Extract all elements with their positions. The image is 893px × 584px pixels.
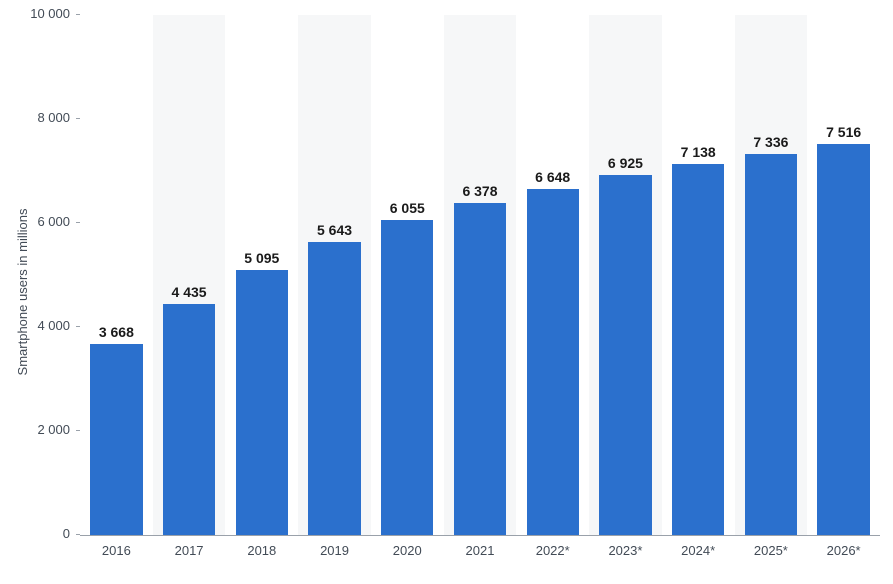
y-axis-title: Smartphone users in millions bbox=[15, 209, 30, 376]
y-tick: 6 000 bbox=[76, 222, 80, 223]
bar-value-label: 5 095 bbox=[244, 250, 279, 266]
y-tick-label: 10 000 bbox=[30, 6, 70, 21]
bar-value-label: 7 336 bbox=[753, 134, 788, 150]
bar-value-label: 6 055 bbox=[390, 200, 425, 216]
bar-value-label: 6 925 bbox=[608, 155, 643, 171]
y-tick-label: 4 000 bbox=[37, 318, 70, 333]
y-tick-label: 8 000 bbox=[37, 110, 70, 125]
x-tick-label: 2024* bbox=[662, 543, 735, 558]
x-tick-label: 2020 bbox=[371, 543, 444, 558]
bar: 7 516 bbox=[817, 144, 869, 535]
bar: 5 643 bbox=[308, 242, 360, 535]
bar: 3 668 bbox=[90, 344, 142, 535]
plot-area: 02 0004 0006 0008 00010 0003 66820164 43… bbox=[80, 15, 880, 536]
y-tick: 0 bbox=[76, 534, 80, 535]
chart-container: Smartphone users in millions 02 0004 000… bbox=[0, 0, 893, 584]
x-tick-label: 2021 bbox=[444, 543, 517, 558]
bar-value-label: 6 648 bbox=[535, 169, 570, 185]
y-tick-label: 2 000 bbox=[37, 422, 70, 437]
x-tick-label: 2019 bbox=[298, 543, 371, 558]
x-tick-label: 2025* bbox=[735, 543, 808, 558]
bar-value-label: 5 643 bbox=[317, 222, 352, 238]
bar-value-label: 4 435 bbox=[172, 284, 207, 300]
y-tick-label: 0 bbox=[63, 526, 70, 541]
y-tick: 10 000 bbox=[76, 14, 80, 15]
x-tick-label: 2016 bbox=[80, 543, 153, 558]
bar-value-label: 7 516 bbox=[826, 124, 861, 140]
bar: 7 138 bbox=[672, 164, 724, 535]
x-tick-label: 2023* bbox=[589, 543, 662, 558]
bar-value-label: 6 378 bbox=[462, 183, 497, 199]
bar: 6 378 bbox=[454, 203, 506, 535]
bar-value-label: 7 138 bbox=[681, 144, 716, 160]
bar: 6 055 bbox=[381, 220, 433, 535]
x-tick-label: 2026* bbox=[807, 543, 880, 558]
y-tick: 4 000 bbox=[76, 326, 80, 327]
bar: 6 648 bbox=[527, 189, 579, 535]
x-tick-label: 2022* bbox=[516, 543, 589, 558]
x-tick-label: 2017 bbox=[153, 543, 226, 558]
bar: 4 435 bbox=[163, 304, 215, 535]
bar: 5 095 bbox=[236, 270, 288, 535]
x-tick-label: 2018 bbox=[225, 543, 298, 558]
bar: 7 336 bbox=[745, 154, 797, 535]
y-tick-label: 6 000 bbox=[37, 214, 70, 229]
bar-value-label: 3 668 bbox=[99, 324, 134, 340]
bar: 6 925 bbox=[599, 175, 651, 535]
y-tick: 2 000 bbox=[76, 430, 80, 431]
y-tick: 8 000 bbox=[76, 118, 80, 119]
